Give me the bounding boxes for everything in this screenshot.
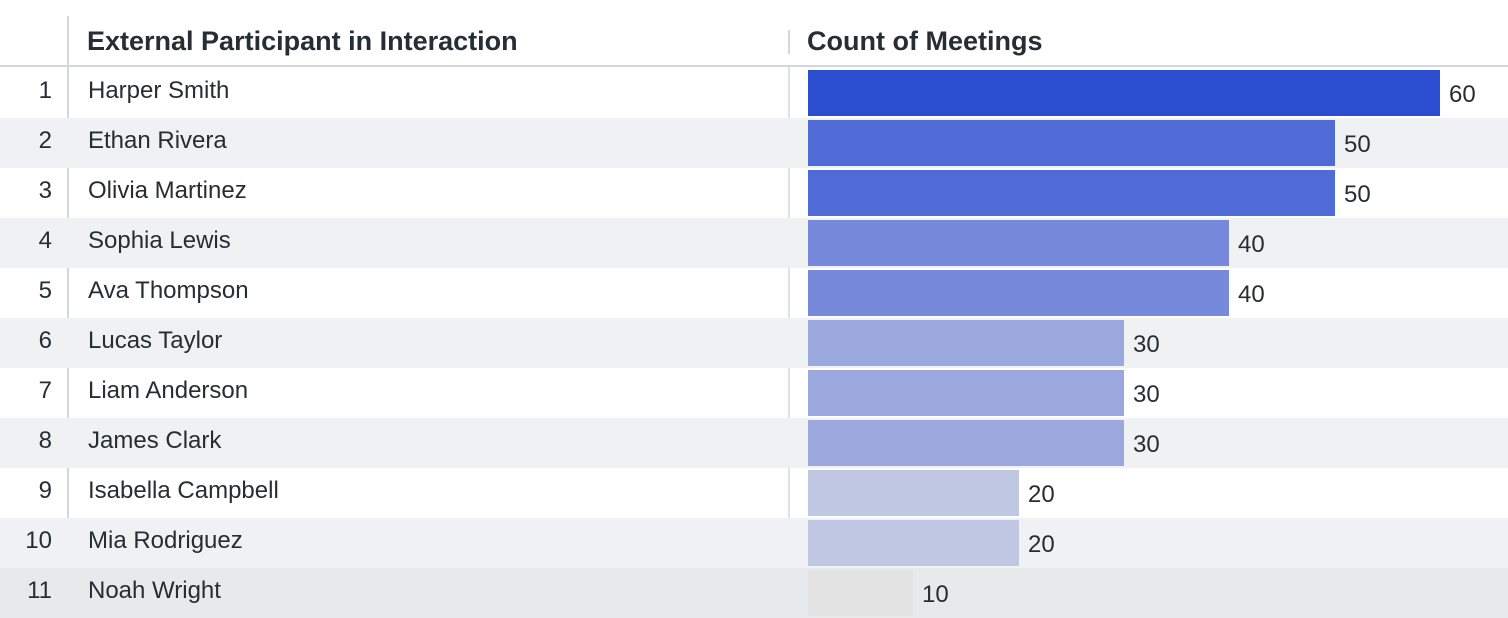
index-column-divider bbox=[67, 16, 69, 618]
participant-name: Isabella Campbell bbox=[88, 477, 279, 504]
table-row[interactable]: 1 Harper Smith 60 bbox=[0, 68, 1508, 118]
meeting-count-bar[interactable] bbox=[808, 120, 1335, 166]
row-index: 4 bbox=[38, 227, 52, 254]
row-index: 11 bbox=[27, 577, 52, 604]
participant-name: Lucas Taylor bbox=[88, 327, 223, 354]
meeting-count-value: 30 bbox=[1133, 331, 1160, 358]
table-header: External Participant in Interaction Coun… bbox=[0, 0, 1508, 67]
meeting-count-value: 40 bbox=[1238, 231, 1265, 258]
participant-name: Harper Smith bbox=[88, 77, 230, 104]
meeting-count-bar[interactable] bbox=[808, 170, 1335, 216]
table-row[interactable]: 4 Sophia Lewis 40 bbox=[0, 218, 1508, 268]
column-header-count[interactable]: Count of Meetings bbox=[807, 26, 1043, 56]
row-index: 7 bbox=[38, 377, 52, 404]
table-row[interactable]: 10 Mia Rodriguez 20 bbox=[0, 518, 1508, 568]
participant-name: James Clark bbox=[88, 427, 222, 454]
row-index: 9 bbox=[38, 477, 52, 504]
row-index: 8 bbox=[38, 427, 52, 454]
meeting-count-bar[interactable] bbox=[808, 570, 913, 616]
meeting-count-bar[interactable] bbox=[808, 370, 1124, 416]
meeting-count-value: 10 bbox=[922, 581, 949, 608]
row-index: 1 bbox=[38, 77, 52, 104]
participant-name: Liam Anderson bbox=[88, 377, 249, 404]
table-body: 1 Harper Smith 60 2 Ethan Rivera 50 3 Olivia Ma… bbox=[0, 68, 1508, 618]
row-index: 6 bbox=[38, 327, 52, 354]
meeting-count-bar[interactable] bbox=[808, 70, 1440, 116]
meeting-count-bar[interactable] bbox=[808, 220, 1229, 266]
meeting-count-value: 30 bbox=[1133, 431, 1160, 458]
participant-name: Noah Wright bbox=[88, 577, 221, 604]
participant-name: Sophia Lewis bbox=[88, 227, 231, 254]
meeting-count-value: 50 bbox=[1344, 181, 1371, 208]
meeting-count-value: 20 bbox=[1028, 531, 1055, 558]
participant-name: Olivia Martinez bbox=[88, 177, 247, 204]
column-header-participant[interactable]: External Participant in Interaction bbox=[87, 26, 518, 56]
row-index: 10 bbox=[25, 527, 52, 554]
table-row[interactable]: 2 Ethan Rivera 50 bbox=[0, 118, 1508, 168]
meeting-count-value: 30 bbox=[1133, 381, 1160, 408]
table-row[interactable]: 8 James Clark 30 bbox=[0, 418, 1508, 468]
meeting-count-bar[interactable] bbox=[808, 270, 1229, 316]
row-index: 2 bbox=[38, 127, 52, 154]
participant-name: Ava Thompson bbox=[88, 277, 249, 304]
table-row[interactable]: 5 Ava Thompson 40 bbox=[0, 268, 1508, 318]
table-row[interactable]: 6 Lucas Taylor 30 bbox=[0, 318, 1508, 368]
meeting-count-value: 40 bbox=[1238, 281, 1265, 308]
table-row[interactable]: 3 Olivia Martinez 50 bbox=[0, 168, 1508, 218]
row-index: 3 bbox=[38, 177, 52, 204]
meeting-count-bar[interactable] bbox=[808, 420, 1124, 466]
meeting-count-value: 60 bbox=[1449, 81, 1476, 108]
meeting-count-bar[interactable] bbox=[808, 520, 1019, 566]
meeting-count-bar[interactable] bbox=[808, 320, 1124, 366]
participant-name: Ethan Rivera bbox=[88, 127, 227, 154]
header-column-divider[interactable] bbox=[788, 30, 790, 54]
table-row[interactable]: 11 Noah Wright 10 bbox=[0, 568, 1508, 618]
meeting-count-value: 20 bbox=[1028, 481, 1055, 508]
meeting-count-value: 50 bbox=[1344, 131, 1371, 158]
table-row[interactable]: 7 Liam Anderson 30 bbox=[0, 368, 1508, 418]
table-row[interactable]: 9 Isabella Campbell 20 bbox=[0, 468, 1508, 518]
meeting-count-bar[interactable] bbox=[808, 470, 1019, 516]
row-index: 5 bbox=[38, 277, 52, 304]
participant-name: Mia Rodriguez bbox=[88, 527, 243, 554]
